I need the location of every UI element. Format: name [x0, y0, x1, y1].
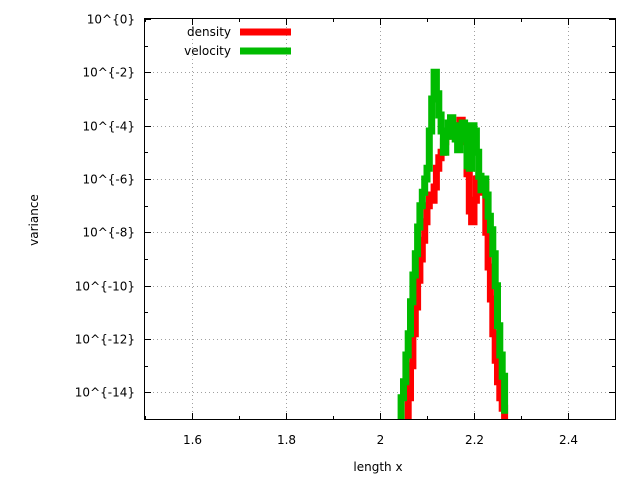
x-tick-label: 1.6 [183, 433, 202, 447]
legend-label: velocity [184, 44, 231, 58]
grid [145, 19, 615, 419]
legend-label: density [187, 25, 231, 39]
y-tick-label: 10^{0} [87, 13, 135, 27]
x-axis-label: length x [353, 460, 402, 474]
y-tick-label: 10^{-6} [82, 173, 135, 187]
x-tick-label: 1.8 [277, 433, 296, 447]
y-tick-label: 10^{-12} [75, 333, 135, 347]
x-tick-label: 2 [377, 433, 385, 447]
y-axis-label: variance [27, 194, 41, 246]
series-layer [397, 68, 509, 419]
y-tick-label: 10^{-8} [82, 226, 135, 240]
x-tick-label: 2.4 [559, 433, 578, 447]
y-tick-label: 10^{-10} [75, 280, 135, 294]
x-tick-labels: 1.6 1.8 2 2.2 2.4 [183, 433, 578, 447]
tick-marks [145, 19, 616, 420]
y-tick-labels: 10^{0} 10^{-2} 10^{-4} 10^{-6} 10^{-8} 10^{-1… [75, 13, 135, 400]
legend: density velocity [184, 25, 291, 58]
y-tick-label: 10^{-2} [82, 66, 135, 80]
x-tick-label: 2.2 [465, 433, 484, 447]
y-tick-label: 10^{-14} [75, 386, 135, 400]
plot-frame [144, 18, 616, 420]
series-line-velocity [397, 68, 509, 419]
series-line-density [404, 116, 509, 419]
y-tick-label: 10^{-4} [82, 120, 135, 134]
